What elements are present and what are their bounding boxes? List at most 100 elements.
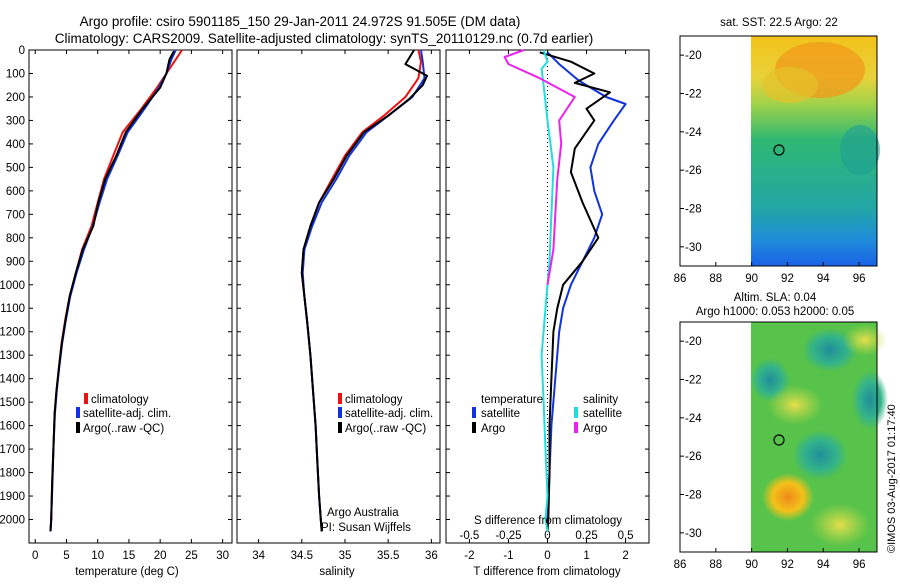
x-tick-label: 0 xyxy=(544,550,550,562)
legend-title-salinity: salinity xyxy=(583,394,618,406)
legend-swatch-s-argo xyxy=(574,422,578,433)
depth-tick-label: 700 xyxy=(6,209,25,221)
temperature-xlabel: temperature (deg C) xyxy=(75,566,179,578)
map-y-tick-label: -22 xyxy=(685,375,702,387)
series-line-argo xyxy=(300,49,428,532)
salinity-legend: climatology satellite-adj. clim. Argo(..… xyxy=(321,393,433,534)
temperature-legend: climatology satellite-adj. clim. Argo(..… xyxy=(76,393,171,435)
x-tick-label: 30 xyxy=(216,550,229,562)
difference-legend: temperature satellite Argo salinity sate… xyxy=(472,394,622,435)
x-top-tick-label: 0.5 xyxy=(618,530,634,542)
depth-tick-label: 1300 xyxy=(0,350,25,362)
legend-label-argo: Argo(..raw -QC) xyxy=(345,423,426,435)
legend-swatch-satellite xyxy=(338,407,342,418)
depth-tick-label: 1600 xyxy=(0,421,25,433)
annotation-pi: PI: Susan Wijffels xyxy=(321,522,411,534)
series-line-climatology xyxy=(300,49,422,532)
x-tick-label: -1 xyxy=(503,550,513,562)
legend-label-argo: Argo(..raw -QC) xyxy=(83,423,164,435)
map-y-tick-label: -30 xyxy=(685,528,702,540)
depth-tick-label: 800 xyxy=(6,233,25,245)
sla-high-patch xyxy=(810,503,870,547)
sla-low-patch xyxy=(792,430,848,480)
x-top-tick-label: 0 xyxy=(544,530,550,542)
depth-tick-label: 1500 xyxy=(0,397,25,409)
sst-map-title: sat. SST: 22.5 Argo: 22 xyxy=(720,17,838,29)
map-y-tick-label: -24 xyxy=(685,413,702,425)
legend-label-satellite: satellite-adj. clim. xyxy=(83,408,171,420)
map-x-tick-label: 86 xyxy=(674,559,687,571)
depth-tick-label: 1000 xyxy=(0,280,25,292)
depth-tick-label: 200 xyxy=(6,92,25,104)
map-x-tick-label: 90 xyxy=(745,559,758,571)
depth-tick-label: 300 xyxy=(6,115,25,127)
series-line-t-argo xyxy=(539,51,611,532)
map-y-tick-label: -30 xyxy=(685,242,702,254)
legend-swatch-argo xyxy=(76,422,80,433)
depth-tick-label: 0 xyxy=(19,45,25,57)
x-top-tick-label: 0.25 xyxy=(575,530,597,542)
depth-tick-label: 1400 xyxy=(0,374,25,386)
map-x-tick-label: 88 xyxy=(709,273,722,285)
legend-label-t-satellite: satellite xyxy=(481,408,520,420)
sla-high-patch xyxy=(767,385,823,425)
legend-swatch-climatology xyxy=(338,393,342,404)
legend-label-climatology: climatology xyxy=(91,394,149,406)
x-tick-label: 34 xyxy=(252,550,265,562)
x-tick-label: 20 xyxy=(154,550,167,562)
annotation-argo-australia: Argo Australia xyxy=(327,507,399,519)
sla-map-frame xyxy=(679,321,878,553)
map-x-tick-label: 94 xyxy=(817,559,830,571)
axis-ticks: 0 5 10 15 20 25 30 34 34.5 35 35.5 36 -2 -1 0 1 2 -0.5 -0.… xyxy=(29,49,649,562)
map-x-tick-label: 92 xyxy=(781,273,794,285)
title-line1: Argo profile: csiro 5901185_150 29-Jan-2… xyxy=(80,14,521,29)
depth-tick-label: 1100 xyxy=(0,303,25,315)
legend-title-temperature: temperature xyxy=(481,394,543,406)
x-tick-label: 35 xyxy=(339,550,352,562)
map-x-tick-label: 94 xyxy=(817,273,830,285)
sla-high-patch xyxy=(762,473,814,521)
difference-xlabel: T difference from climatology xyxy=(473,566,620,578)
map-y-tick-label: -26 xyxy=(685,451,702,463)
map-x-tick-label: 86 xyxy=(674,273,687,285)
depth-tick-label: 2000 xyxy=(0,515,25,527)
x-tick-label: 5 xyxy=(63,550,69,562)
salinity-xlabel: salinity xyxy=(319,566,354,578)
map-x-tick-label: 96 xyxy=(853,559,866,571)
legend-swatch-s-satellite xyxy=(574,407,578,418)
legend-label-t-argo: Argo xyxy=(481,423,505,435)
map-x-tick-label: 88 xyxy=(709,559,722,571)
series-line-argo xyxy=(49,50,175,532)
argo-location-marker xyxy=(773,144,785,156)
sla-map-axis-labels: 86 88 90 92 94 96 -20 -22 -24 -26 -28 -30 xyxy=(674,336,866,571)
depth-tick-label: 1900 xyxy=(0,491,25,503)
x-tick-label: 2 xyxy=(622,550,628,562)
legend-swatch-argo xyxy=(338,422,342,433)
legend-label-satellite: satellite-adj. clim. xyxy=(345,408,433,420)
credit-text: ©IMOS 03-Aug-2017 01:17:40 xyxy=(886,404,898,553)
map-y-tick-label: -28 xyxy=(685,204,702,216)
map-y-tick-label: -28 xyxy=(685,490,702,502)
depth-tick-label: 100 xyxy=(6,68,25,80)
argo-location-marker xyxy=(773,434,785,446)
sst-map-frame xyxy=(679,35,878,267)
sla-high-patch xyxy=(843,324,887,356)
map-y-tick-label: -20 xyxy=(685,50,702,62)
depth-tick-label: 900 xyxy=(6,256,25,268)
map-x-tick-label: 92 xyxy=(781,559,794,571)
series-line-t-satellite xyxy=(546,51,627,532)
x-tick-label: 0 xyxy=(32,550,38,562)
legend-label-climatology: climatology xyxy=(345,394,403,406)
temperature-panel xyxy=(28,49,233,544)
legend-label-s-argo: Argo xyxy=(583,423,607,435)
depth-tick-label: 400 xyxy=(6,139,25,151)
sla-map-title-2: Argo h1000: 0.053 h2000: 0.05 xyxy=(696,306,855,318)
difference-xlabel-top: S difference from climatology xyxy=(474,515,622,527)
sst-map xyxy=(679,35,880,267)
x-tick-label: 34.5 xyxy=(291,550,313,562)
profile-series xyxy=(49,49,627,532)
title-line2: Climatology: CARS2009. Satellite-adjuste… xyxy=(55,31,594,46)
legend-swatch-climatology xyxy=(84,393,88,404)
sst-teal-patch xyxy=(840,125,880,175)
